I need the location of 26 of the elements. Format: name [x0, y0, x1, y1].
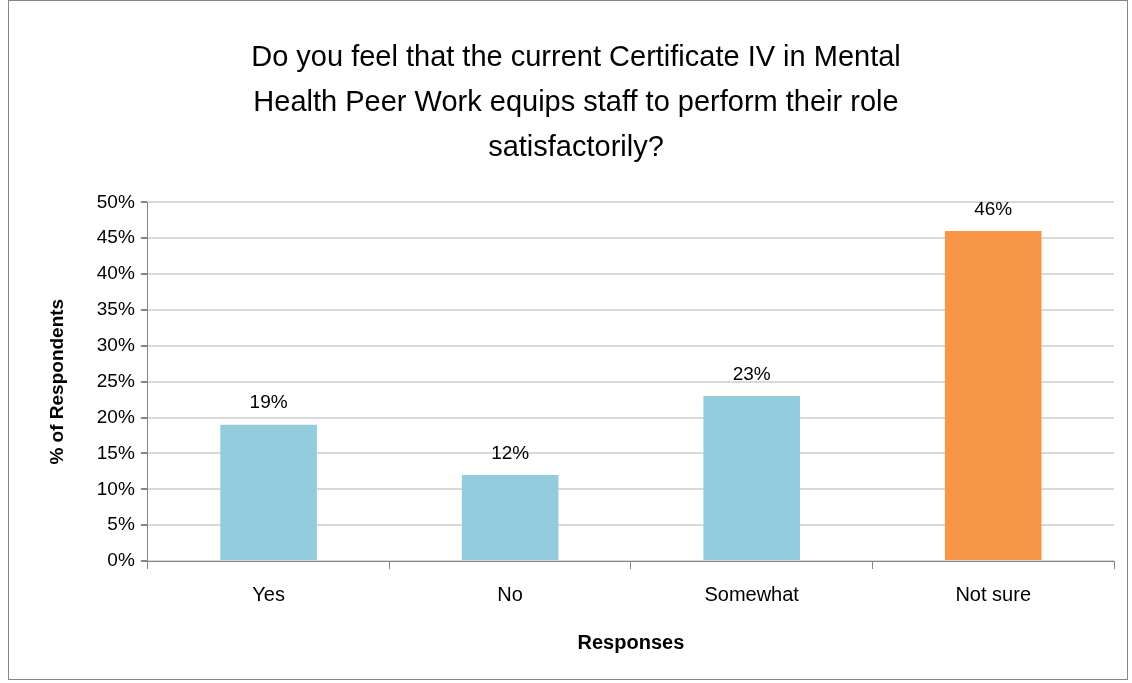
x-tick-label: No: [497, 582, 523, 605]
y-tick-label: 45%: [96, 226, 135, 248]
bar: [461, 474, 559, 560]
chart-title: Do you feel that the current Certificate IV in Mental Health Peer Work equips staff to perform their role satisfactorily?: [250, 39, 902, 164]
y-tick-label: 20%: [96, 405, 135, 427]
x-tick-label: Yes: [252, 582, 285, 605]
y-axis-title: % of Respondents: [45, 298, 67, 465]
data-label: 46%: [974, 197, 1013, 219]
y-tick-label: 15%: [96, 441, 135, 463]
bar: [703, 396, 800, 560]
bar: [220, 424, 317, 560]
bar: [944, 231, 1042, 560]
y-tick-label: 50%: [96, 190, 135, 212]
x-axis-title: Responses: [577, 630, 685, 653]
y-tick-label: 10%: [96, 477, 135, 499]
y-tick-label: 40%: [96, 262, 135, 284]
x-tick-label: Not sure: [955, 582, 1032, 605]
data-label: 19%: [249, 391, 288, 413]
data-label: 12%: [491, 441, 530, 463]
y-tick-label: 35%: [96, 298, 135, 320]
x-tick-label: Somewhat: [704, 582, 800, 605]
y-tick-label: 30%: [96, 334, 135, 356]
y-tick-label: 5%: [107, 513, 135, 535]
y-tick-label: 0%: [107, 549, 135, 571]
y-tick-label: 25%: [96, 369, 135, 391]
data-label: 23%: [732, 362, 771, 384]
